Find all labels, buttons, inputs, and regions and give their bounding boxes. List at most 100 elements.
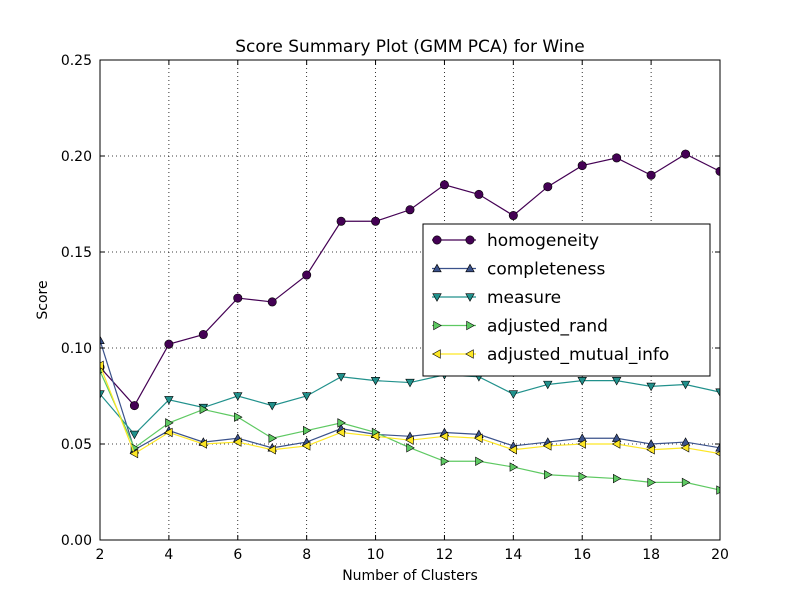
legend-label: completeness	[487, 260, 605, 280]
legend-marker	[466, 320, 475, 331]
legend-label: adjusted_rand	[487, 317, 608, 337]
data-point	[542, 441, 552, 451]
data-point	[543, 182, 553, 192]
data-point	[475, 456, 484, 466]
data-point	[474, 189, 484, 199]
data-point	[405, 378, 415, 388]
x-tick-label: 4	[164, 547, 173, 563]
legend-label: measure	[487, 288, 561, 308]
data-point	[646, 170, 656, 180]
data-point	[198, 330, 208, 340]
data-point	[129, 401, 139, 411]
data-point	[681, 149, 691, 159]
data-point	[370, 376, 381, 386]
data-point	[543, 380, 553, 390]
data-point	[474, 433, 483, 443]
data-point	[233, 293, 243, 303]
x-tick-label: 10	[367, 547, 385, 563]
data-point	[508, 445, 517, 455]
data-point	[301, 392, 312, 401]
data-point	[716, 485, 720, 495]
data-point	[715, 388, 720, 397]
data-point	[233, 392, 243, 401]
legend-marker	[432, 349, 441, 359]
data-point	[129, 448, 139, 459]
data-point	[100, 390, 105, 399]
x-tick-label: 8	[302, 547, 311, 563]
legend-marker	[432, 235, 442, 245]
data-point	[164, 396, 174, 405]
x-tick-label: 12	[436, 547, 454, 563]
data-point	[198, 439, 207, 449]
data-point	[577, 376, 587, 386]
data-point	[613, 473, 622, 484]
data-point	[647, 477, 656, 488]
x-tick-label: 14	[504, 547, 522, 563]
data-point	[336, 373, 346, 382]
axes: 2 4 6 8 10 12 14 16 18 20 0.00 0.05 0.10 0.15 0.20 0.25	[61, 53, 729, 563]
series-adjusted-rand	[100, 368, 720, 495]
data-point	[267, 445, 276, 455]
y-axis-label: Score	[35, 280, 51, 319]
data-point	[371, 216, 381, 226]
data-point	[234, 412, 243, 422]
data-point	[199, 404, 209, 415]
data-point	[301, 441, 311, 451]
x-tick-label: 16	[573, 547, 591, 563]
data-point	[578, 471, 588, 482]
data-point	[611, 376, 622, 386]
plot-area	[100, 149, 720, 495]
data-point	[303, 425, 312, 436]
y-tick-label: 0.10	[61, 341, 92, 357]
data-point	[165, 418, 174, 428]
legend-label: homogeneity	[487, 231, 599, 251]
data-point	[646, 445, 655, 455]
data-point	[406, 443, 415, 453]
data-point	[302, 270, 312, 280]
data-point	[100, 335, 105, 344]
legend-marker	[432, 293, 442, 302]
data-point	[508, 211, 518, 221]
legend: homogeneity completeness measure adjusted_r…	[422, 223, 711, 377]
data-point	[440, 456, 450, 466]
series-line	[100, 370, 720, 491]
x-tick-label: 18	[642, 547, 660, 563]
y-tick-label: 0.25	[61, 53, 92, 69]
data-point	[370, 431, 380, 442]
y-tick-label: 0.00	[61, 533, 92, 549]
data-point	[164, 339, 174, 349]
y-tick-label: 0.15	[61, 245, 92, 261]
x-axis-label: Number of Clusters	[342, 568, 478, 584]
series-measure	[100, 371, 720, 440]
data-point	[100, 360, 104, 370]
data-point	[267, 297, 277, 307]
x-tick-label: 20	[711, 547, 729, 563]
chart-title: Score Summary Plot (GMM PCA) for Wine	[235, 37, 585, 57]
data-point	[680, 443, 690, 453]
data-point	[577, 161, 587, 171]
data-point	[129, 430, 140, 440]
data-point	[164, 427, 173, 438]
legend-marker	[465, 349, 474, 359]
x-tick-label: 6	[233, 547, 242, 563]
legend-marker	[465, 263, 475, 273]
data-point	[336, 427, 345, 438]
data-point	[268, 433, 278, 443]
data-point	[680, 380, 691, 390]
data-point	[405, 435, 414, 445]
data-point	[508, 390, 519, 399]
plot-frame	[99, 59, 721, 541]
legend-label: adjusted_mutual_info	[487, 345, 669, 365]
data-point	[612, 153, 622, 163]
data-point	[611, 439, 621, 449]
data-point	[715, 443, 720, 452]
data-point	[681, 477, 691, 488]
data-point	[509, 462, 519, 472]
data-point	[337, 418, 346, 428]
x-tick-label: 2	[96, 547, 105, 563]
legend-marker	[433, 320, 442, 331]
data-point	[439, 180, 449, 190]
data-point	[544, 470, 553, 480]
y-tick-label: 0.20	[61, 149, 92, 165]
data-point	[577, 439, 586, 449]
